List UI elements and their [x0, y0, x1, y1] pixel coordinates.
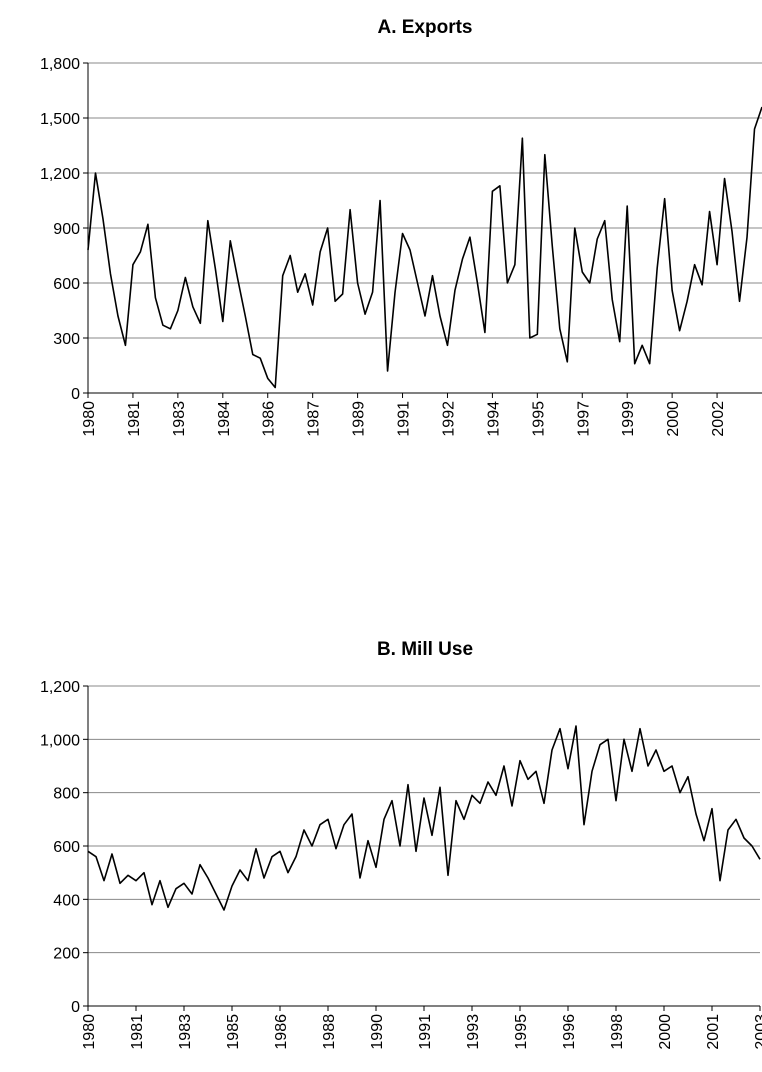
x-tick-label: 1999 — [620, 401, 637, 437]
x-tick-label: 1997 — [575, 401, 592, 437]
x-tick-label: 1988 — [321, 1014, 338, 1050]
y-tick-label: 1,200 — [40, 679, 80, 696]
y-tick-label: 1,000 — [40, 732, 80, 749]
y-tick-label: 1,500 — [40, 111, 80, 128]
line-series — [87, 106, 762, 389]
x-tick-label: 1995 — [530, 401, 547, 437]
x-tick-label: 1991 — [396, 401, 413, 437]
y-tick-label: 0 — [71, 999, 80, 1016]
x-tick-label: 1983 — [177, 1014, 194, 1050]
x-tick-label: 1980 — [81, 401, 98, 437]
y-tick-label: 900 — [53, 221, 80, 238]
chart-title: A. Exports — [377, 17, 472, 38]
y-tick-label: 800 — [53, 786, 80, 803]
y-tick-label: 300 — [53, 331, 80, 348]
y-tick-label: 200 — [53, 946, 80, 963]
x-tick-label: 1993 — [465, 1014, 482, 1050]
x-tick-label: 2002 — [710, 401, 727, 437]
y-tick-label: 0 — [71, 386, 80, 403]
y-tick-label: 1,800 — [40, 56, 80, 73]
x-tick-label: 1998 — [609, 1014, 626, 1050]
x-tick-label: 1981 — [126, 401, 143, 437]
x-tick-label: 1981 — [129, 1014, 146, 1050]
x-tick-label: 1987 — [306, 401, 323, 437]
x-tick-label: 2001 — [705, 1014, 722, 1050]
x-tick-label: 1992 — [440, 401, 457, 437]
x-tick-label: 1994 — [485, 401, 502, 437]
y-tick-label: 600 — [53, 839, 80, 856]
x-tick-label: 1983 — [171, 401, 188, 437]
x-tick-label: 1985 — [225, 1014, 242, 1050]
x-tick-label: 2003 — [753, 1014, 762, 1050]
chart-title: B. Mill Use — [377, 639, 473, 660]
y-tick-label: 400 — [53, 892, 80, 909]
x-tick-label: 1989 — [351, 401, 368, 437]
line-series — [87, 725, 761, 911]
y-tick-label: 600 — [53, 276, 80, 293]
x-tick-label: 1986 — [273, 1014, 290, 1050]
x-tick-label: 1984 — [216, 401, 233, 437]
y-tick-label: 1,200 — [40, 166, 80, 183]
x-tick-label: 1991 — [417, 1014, 434, 1050]
x-tick-label: 1986 — [261, 401, 278, 437]
x-tick-label: 1980 — [81, 1014, 98, 1050]
x-tick-label: 2000 — [665, 401, 682, 437]
x-tick-label: 2000 — [657, 1014, 674, 1050]
x-tick-label: 1995 — [513, 1014, 530, 1050]
x-tick-label: 1996 — [561, 1014, 578, 1050]
x-tick-label: 1990 — [369, 1014, 386, 1050]
